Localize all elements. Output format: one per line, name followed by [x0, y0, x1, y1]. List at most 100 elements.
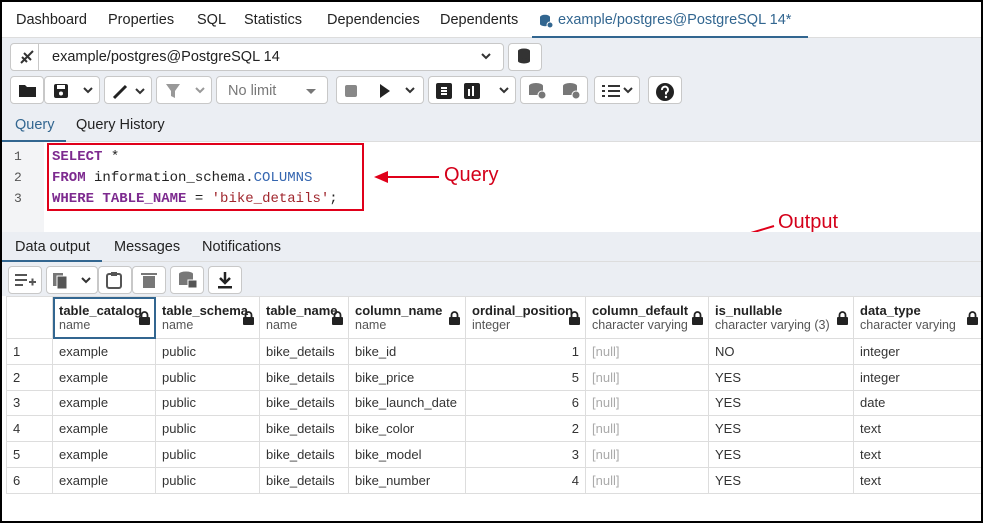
column-header[interactable]: ordinal_positioninteger: [466, 297, 586, 339]
cell[interactable]: bike_price: [349, 364, 466, 390]
cell[interactable]: bike_details: [260, 467, 349, 493]
cell[interactable]: bike_details: [260, 364, 349, 390]
lock-icon: [139, 311, 150, 325]
lock-icon: [332, 311, 343, 325]
cell[interactable]: 3: [466, 442, 586, 468]
cell[interactable]: bike_details: [260, 390, 349, 416]
lock-icon: [243, 311, 254, 325]
cell[interactable]: public: [156, 390, 260, 416]
result-grid: table_catalognametable_schemanametable_n…: [6, 296, 983, 494]
cell[interactable]: public: [156, 364, 260, 390]
output-tab[interactable]: Messages: [114, 239, 180, 255]
column-type: character varying: [592, 318, 702, 332]
data-row[interactable]: 2examplepublicbike_detailsbike_price5[nu…: [7, 364, 983, 390]
column-header[interactable]: is_nullablecharacter varying (3): [709, 297, 854, 339]
cell[interactable]: text: [854, 467, 983, 493]
cell[interactable]: bike_details: [260, 442, 349, 468]
cell[interactable]: 2: [466, 416, 586, 442]
cell[interactable]: text: [854, 442, 983, 468]
cell[interactable]: YES: [709, 390, 854, 416]
column-name: is_nullable: [715, 303, 847, 318]
column-name: column_default: [592, 303, 702, 318]
column-name: table_catalog: [59, 303, 149, 318]
cell[interactable]: example: [53, 442, 156, 468]
cell[interactable]: 6: [466, 390, 586, 416]
cell[interactable]: bike_details: [260, 339, 349, 365]
cell[interactable]: bike_color: [349, 416, 466, 442]
cell[interactable]: example: [53, 416, 156, 442]
output-tab[interactable]: Notifications: [202, 239, 281, 255]
cell[interactable]: [null]: [586, 364, 709, 390]
data-row[interactable]: 4examplepublicbike_detailsbike_color2[nu…: [7, 416, 983, 442]
corner-cell: [7, 297, 53, 339]
row-number: 6: [7, 467, 53, 493]
column-type: name: [162, 318, 253, 332]
lock-icon: [837, 311, 848, 325]
column-header[interactable]: table_schemaname: [156, 297, 260, 339]
cell[interactable]: YES: [709, 364, 854, 390]
row-number: 4: [7, 416, 53, 442]
header-row: table_catalognametable_schemanametable_n…: [7, 297, 983, 339]
column-name: column_name: [355, 303, 459, 318]
cell[interactable]: public: [156, 416, 260, 442]
cell[interactable]: YES: [709, 467, 854, 493]
column-name: data_type: [860, 303, 977, 318]
data-row[interactable]: 5examplepublicbike_detailsbike_model3[nu…: [7, 442, 983, 468]
column-type: name: [59, 318, 149, 332]
lock-icon: [692, 311, 703, 325]
cell[interactable]: 4: [466, 467, 586, 493]
column-type: character varying (3): [715, 318, 847, 332]
save-data-icon: [178, 271, 198, 289]
column-name: ordinal_position: [472, 303, 579, 318]
column-type: character varying: [860, 318, 977, 332]
column-header[interactable]: column_namename: [349, 297, 466, 339]
row-number: 1: [7, 339, 53, 365]
cell[interactable]: YES: [709, 442, 854, 468]
cell[interactable]: bike_id: [349, 339, 466, 365]
cell[interactable]: [null]: [586, 390, 709, 416]
output-tab[interactable]: Data output: [15, 239, 90, 255]
cell[interactable]: example: [53, 339, 156, 365]
cell[interactable]: YES: [709, 416, 854, 442]
data-row[interactable]: 3examplepublicbike_detailsbike_launch_da…: [7, 390, 983, 416]
cell[interactable]: public: [156, 339, 260, 365]
cell[interactable]: bike_details: [260, 416, 349, 442]
add-row-icon: [15, 273, 37, 287]
row-number: 5: [7, 442, 53, 468]
paste-icon: [106, 271, 122, 289]
cell[interactable]: example: [53, 467, 156, 493]
cell[interactable]: bike_number: [349, 467, 466, 493]
row-number: 2: [7, 364, 53, 390]
cell[interactable]: bike_model: [349, 442, 466, 468]
cell[interactable]: [null]: [586, 416, 709, 442]
column-header[interactable]: column_defaultcharacter varying: [586, 297, 709, 339]
cell[interactable]: example: [53, 364, 156, 390]
cell[interactable]: integer: [854, 339, 983, 365]
cell[interactable]: public: [156, 467, 260, 493]
copy-icon: [52, 272, 96, 290]
data-row[interactable]: 6examplepublicbike_detailsbike_number4[n…: [7, 467, 983, 493]
cell[interactable]: public: [156, 442, 260, 468]
column-header[interactable]: table_namename: [260, 297, 349, 339]
cell[interactable]: [null]: [586, 467, 709, 493]
column-name: table_schema: [162, 303, 253, 318]
cell[interactable]: [null]: [586, 339, 709, 365]
cell[interactable]: date: [854, 390, 983, 416]
column-header[interactable]: table_catalogname: [53, 297, 156, 339]
data-row[interactable]: 1examplepublicbike_detailsbike_id1[null]…: [7, 339, 983, 365]
delete-icon: [141, 271, 157, 289]
cell[interactable]: example: [53, 390, 156, 416]
cell[interactable]: NO: [709, 339, 854, 365]
row-number: 3: [7, 390, 53, 416]
cell[interactable]: [null]: [586, 442, 709, 468]
column-header[interactable]: data_typecharacter varying: [854, 297, 983, 339]
cell[interactable]: text: [854, 416, 983, 442]
cell[interactable]: bike_launch_date: [349, 390, 466, 416]
cell[interactable]: 1: [466, 339, 586, 365]
lock-icon: [967, 311, 978, 325]
cell[interactable]: 5: [466, 364, 586, 390]
lock-icon: [449, 311, 460, 325]
column-type: integer: [472, 318, 579, 332]
column-type: name: [266, 318, 342, 332]
cell[interactable]: integer: [854, 364, 983, 390]
